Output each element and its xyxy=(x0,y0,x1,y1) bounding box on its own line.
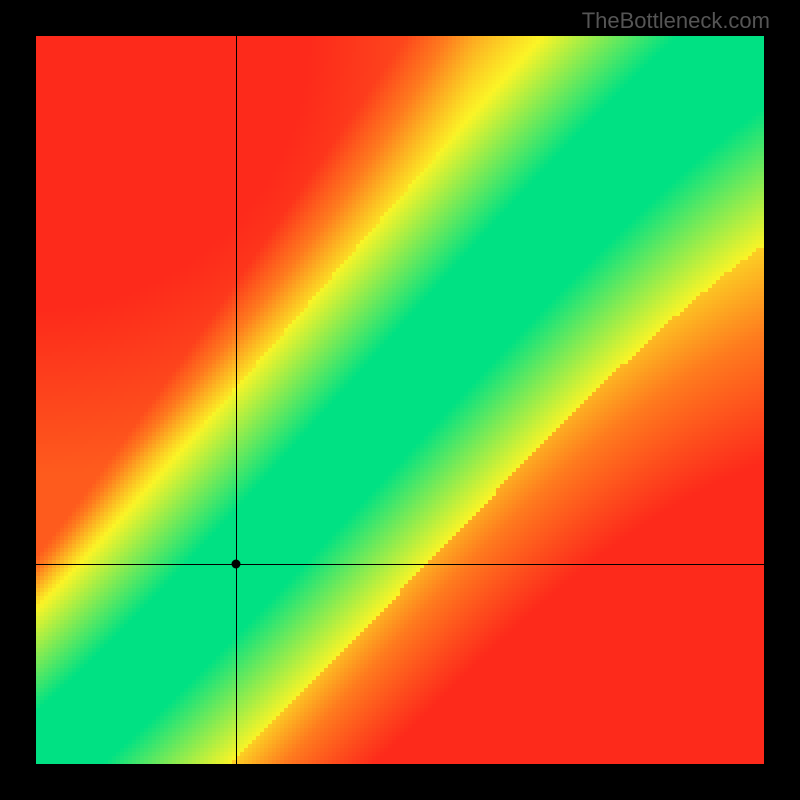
chart-container: TheBottleneck.com xyxy=(0,0,800,800)
heatmap-canvas xyxy=(36,36,764,764)
watermark-label: TheBottleneck.com xyxy=(582,8,770,34)
crosshair-horizontal xyxy=(36,564,764,565)
crosshair-vertical xyxy=(236,36,237,764)
heatmap-plot xyxy=(36,36,764,764)
marker-dot xyxy=(232,559,241,568)
